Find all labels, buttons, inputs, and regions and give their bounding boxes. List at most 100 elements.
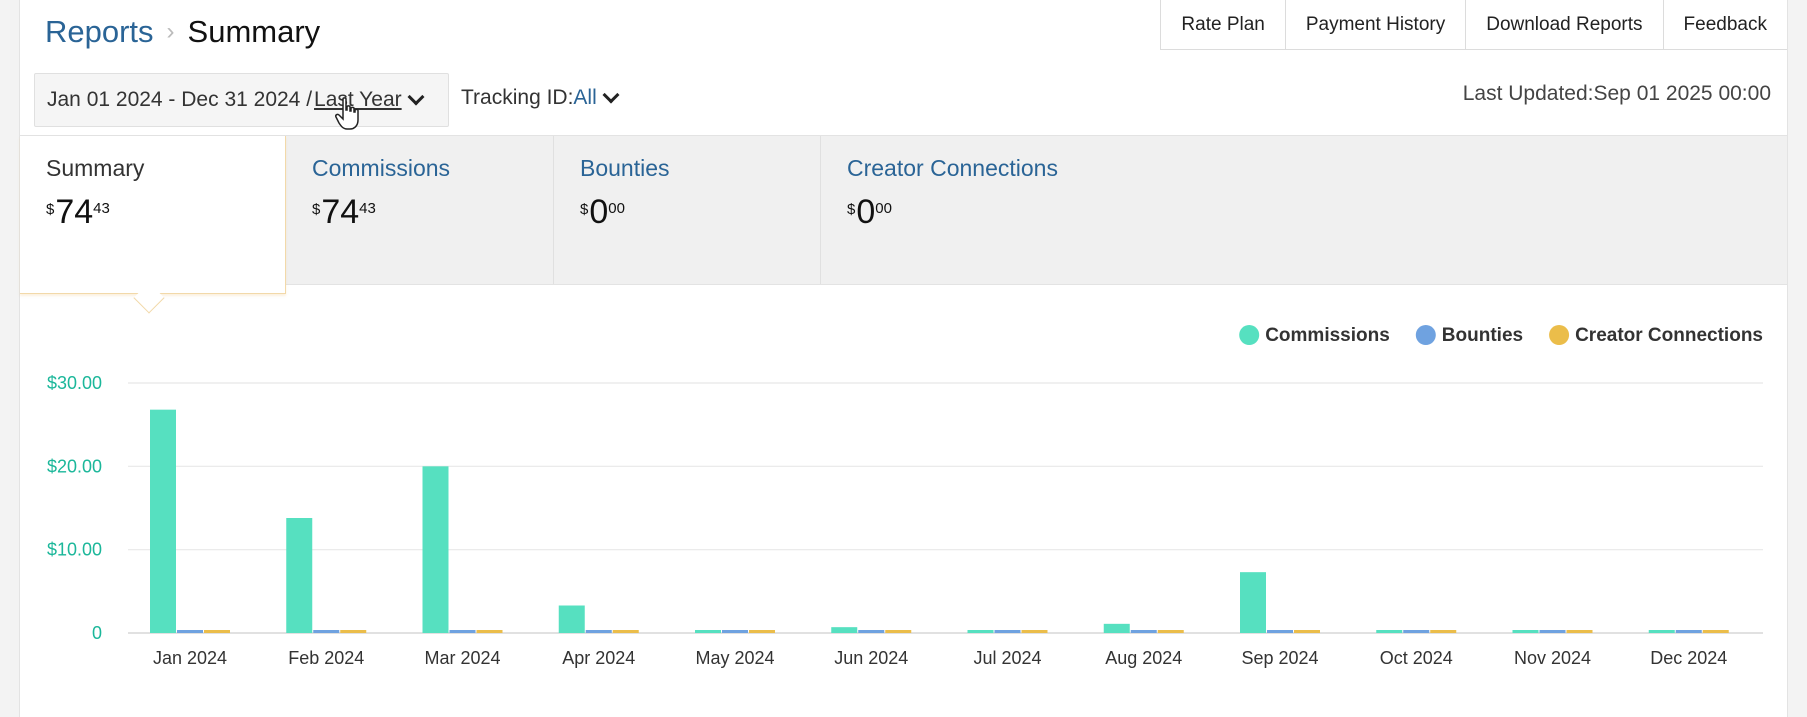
x-tick-label: Sep 2024 [1241, 648, 1318, 668]
bar-commissions [1512, 630, 1539, 633]
bar-bounties [1539, 630, 1566, 633]
bar-bounties [1403, 630, 1430, 633]
bar-commissions [150, 409, 176, 633]
bar-bounties [313, 630, 340, 633]
legend-label: Creator Connections [1575, 325, 1763, 346]
currency-symbol: $ [312, 201, 321, 218]
x-tick-label: Dec 2024 [1650, 648, 1727, 668]
bar-commissions [1240, 572, 1266, 633]
bar-creator-connections [1702, 630, 1729, 633]
commissions-card[interactable]: Commissions $ 74 43 [286, 136, 554, 284]
bar-bounties [1267, 630, 1293, 633]
breadcrumb-separator: › [166, 18, 175, 45]
bounties-amount: $ 0 00 [580, 195, 820, 229]
summary-amount: $ 74 43 [46, 195, 285, 229]
currency-symbol: $ [847, 201, 856, 218]
bar-bounties [994, 630, 1021, 633]
bar-commissions [1103, 623, 1130, 633]
last-updated: Last Updated:Sep 01 2025 00:00 [1463, 82, 1771, 106]
bar-commissions [1648, 630, 1675, 633]
currency-symbol: $ [580, 201, 589, 218]
chevron-down-icon [407, 88, 425, 106]
tracking-id-label: Tracking ID: [461, 86, 574, 109]
legend-swatch-bounties [1415, 325, 1436, 345]
y-tick-label: 0 [92, 623, 102, 643]
tracking-id-value: All [573, 86, 597, 109]
bar-creator-connections [612, 630, 639, 633]
tracking-id-dropdown[interactable]: Tracking ID: All [461, 86, 620, 110]
bar-creator-connections [1157, 630, 1184, 633]
y-tick-label: $20.00 [47, 456, 102, 476]
x-tick-label: Jan 2024 [153, 648, 227, 668]
y-tick-label: $30.00 [47, 373, 102, 393]
bar-commissions [422, 466, 449, 633]
bar-bounties [1130, 630, 1157, 633]
amount-whole: 74 [55, 193, 94, 231]
legend-swatch-commissions [1239, 325, 1260, 345]
x-tick-label: Apr 2024 [562, 648, 635, 668]
reports-panel: Reports › Summary Rate Plan Payment Hist… [19, 0, 1788, 717]
x-tick-label: Feb 2024 [288, 648, 364, 668]
range-type-value: Last Year [314, 88, 402, 111]
last-updated-value: Sep 01 2025 00:00 [1593, 82, 1772, 105]
last-updated-label: Last Updated: [1462, 82, 1594, 105]
bar-creator-connections [1021, 630, 1048, 633]
x-tick-label: Aug 2024 [1105, 648, 1182, 668]
amount-whole: 0 [856, 193, 876, 231]
commissions-card-title: Commissions [312, 155, 451, 181]
amount-fraction: 43 [93, 200, 110, 217]
y-tick-label: $10.00 [47, 540, 102, 560]
bar-bounties [1675, 630, 1702, 633]
bar-creator-connections [476, 630, 503, 633]
bar-creator-connections [1566, 630, 1593, 633]
x-tick-label: Mar 2024 [424, 648, 500, 668]
x-tick-label: Jul 2024 [973, 648, 1041, 668]
date-range-dropdown[interactable]: Jan 01 2024 - Dec 31 2024 / Last Year [34, 73, 449, 127]
bar-creator-connections [204, 630, 230, 633]
legend-swatch-creator-connections [1549, 325, 1570, 345]
amount-whole: 74 [321, 193, 360, 231]
legend-label: Bounties [1442, 325, 1523, 346]
amount-fraction: 43 [359, 200, 376, 217]
chevron-down-icon [602, 86, 620, 104]
breadcrumb: Reports › Summary [45, 14, 320, 50]
bar-bounties [722, 630, 748, 633]
amount-whole: 0 [589, 193, 609, 231]
x-tick-label: Nov 2024 [1514, 648, 1591, 668]
bar-commissions [967, 630, 994, 633]
payment-history-link[interactable]: Payment History [1286, 0, 1467, 49]
bar-creator-connections [749, 630, 775, 633]
creator-connections-amount: $ 0 00 [847, 195, 1221, 229]
bar-creator-connections [1294, 630, 1320, 633]
bar-commissions [286, 518, 313, 633]
bounties-card-title: Bounties [580, 155, 670, 181]
bar-creator-connections [1430, 630, 1457, 633]
bar-commissions [831, 627, 858, 633]
bar-bounties [585, 630, 612, 633]
rate-plan-link[interactable]: Rate Plan [1161, 0, 1286, 49]
breadcrumb-reports-link[interactable]: Reports [45, 14, 154, 49]
currency-symbol: $ [46, 201, 55, 218]
top-nav: Rate Plan Payment History Download Repor… [1160, 0, 1787, 50]
page-title: Summary [187, 14, 321, 49]
summary-cards: Summary $ 74 43 Commissions $ 74 43 Boun… [20, 135, 1787, 294]
summary-card-title: Summary [46, 155, 145, 181]
bar-creator-connections [885, 630, 912, 633]
bar-commissions [558, 605, 585, 633]
bar-commissions [1376, 630, 1403, 633]
bar-bounties [177, 630, 203, 633]
feedback-link[interactable]: Feedback [1683, 13, 1767, 35]
bounties-card[interactable]: Bounties $ 0 00 [554, 136, 821, 284]
summary-card[interactable]: Summary $ 74 43 [20, 136, 286, 294]
bar-commissions [695, 630, 721, 633]
bar-creator-connections [340, 630, 367, 633]
creator-connections-card[interactable]: Creator Connections $ 0 00 [821, 136, 1221, 284]
earnings-bar-chart: 0 $10.00 $20.00 $30.00 Jan 2024 Feb 2024 Mar 2… [47, 325, 1763, 668]
amount-fraction: 00 [608, 200, 625, 217]
download-reports-link[interactable]: Download Reports [1466, 0, 1664, 49]
legend-label: Commissions [1265, 325, 1390, 346]
x-tick-label: Jun 2024 [834, 648, 908, 668]
x-tick-label: May 2024 [695, 648, 774, 668]
creator-connections-card-title: Creator Connections [847, 155, 1058, 181]
amount-fraction: 00 [875, 200, 892, 217]
